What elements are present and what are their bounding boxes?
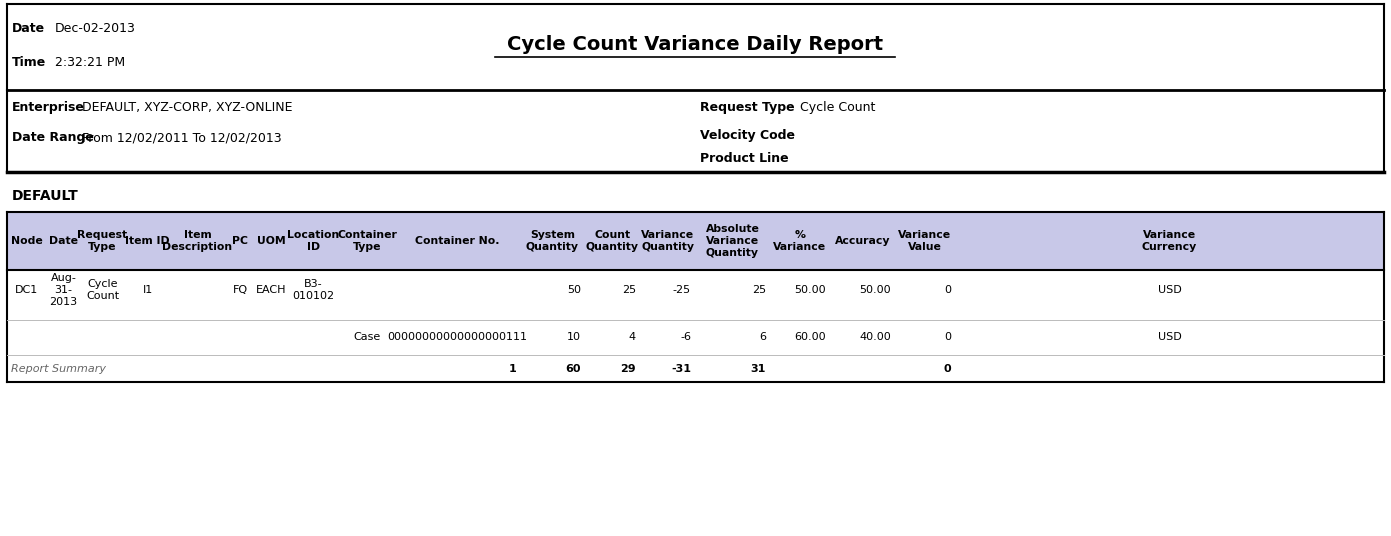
Bar [7, 270, 1384, 320]
Text: Variance
Currency: Variance Currency [1142, 230, 1198, 252]
Text: 60: 60 [566, 363, 581, 374]
Text: 50.00: 50.00 [794, 285, 826, 295]
Text: USD: USD [1157, 332, 1181, 343]
Text: Accuracy: Accuracy [835, 236, 890, 246]
Text: Count
Quantity: Count Quantity [586, 230, 638, 252]
Text: Velocity Code: Velocity Code [700, 129, 796, 142]
Text: Aug-
31-
2013: Aug- 31- 2013 [50, 273, 78, 308]
Text: Variance
Quantity: Variance Quantity [641, 230, 694, 252]
Text: 2:32:21 PM: 2:32:21 PM [56, 56, 125, 69]
Text: Enterprise: Enterprise [13, 101, 85, 115]
Text: Request
Type: Request Type [78, 230, 128, 252]
Text: DEFAULT, XYZ-CORP, XYZ-ONLINE: DEFAULT, XYZ-CORP, XYZ-ONLINE [82, 101, 292, 115]
Bar [7, 90, 1384, 172]
Text: DC1: DC1 [15, 285, 39, 295]
Text: From 12/02/2011 To 12/02/2013: From 12/02/2011 To 12/02/2013 [82, 131, 281, 145]
Text: 25: 25 [753, 285, 766, 295]
Text: 50: 50 [568, 285, 581, 295]
Text: I1: I1 [142, 285, 153, 295]
Text: EACH: EACH [256, 285, 287, 295]
Text: 6: 6 [759, 332, 766, 343]
Bar [7, 355, 1384, 382]
Text: Date: Date [13, 21, 45, 34]
Text: 10: 10 [568, 332, 581, 343]
Text: 0: 0 [944, 285, 951, 295]
Text: UOM: UOM [256, 236, 285, 246]
Text: Location
ID: Location ID [288, 230, 339, 252]
Text: Variance
Value: Variance Value [899, 230, 951, 252]
Text: PC: PC [232, 236, 248, 246]
Text: Cycle Count: Cycle Count [800, 101, 875, 115]
Text: 60.00: 60.00 [794, 332, 826, 343]
Text: 0: 0 [943, 363, 951, 374]
Text: Date: Date [49, 236, 78, 246]
Text: Product Line: Product Line [700, 152, 789, 165]
Text: 1: 1 [508, 363, 516, 374]
Text: Date Range: Date Range [13, 131, 93, 145]
Text: 50.00: 50.00 [860, 285, 892, 295]
Text: Container
Type: Container Type [338, 230, 398, 252]
Text: Absolute
Variance
Quantity: Absolute Variance Quantity [705, 224, 759, 258]
Text: Report Summary: Report Summary [11, 363, 106, 374]
Text: Request Type: Request Type [700, 101, 794, 115]
Text: 40.00: 40.00 [860, 332, 892, 343]
Text: Case: Case [353, 332, 381, 343]
Text: DEFAULT: DEFAULT [13, 189, 79, 203]
Text: Cycle
Count: Cycle Count [86, 279, 120, 301]
Bar [7, 320, 1384, 355]
Text: Item ID: Item ID [125, 236, 170, 246]
Text: 25: 25 [622, 285, 636, 295]
Bar [7, 212, 1384, 270]
Text: Node: Node [11, 236, 43, 246]
Text: -31: -31 [670, 363, 691, 374]
Text: -25: -25 [673, 285, 691, 295]
Text: 00000000000000000111: 00000000000000000111 [388, 332, 527, 343]
Bar [7, 4, 1384, 90]
Text: USD: USD [1157, 285, 1181, 295]
Text: 31: 31 [751, 363, 766, 374]
Text: System
Quantity: System Quantity [526, 230, 579, 252]
Text: 0: 0 [944, 332, 951, 343]
Text: 4: 4 [629, 332, 636, 343]
Text: B3-
010102: B3- 010102 [292, 279, 335, 301]
Text: Dec-02-2013: Dec-02-2013 [56, 21, 136, 34]
Text: 29: 29 [620, 363, 636, 374]
Text: Time: Time [13, 56, 46, 69]
Text: FQ: FQ [232, 285, 248, 295]
Text: %
Variance: % Variance [773, 230, 826, 252]
Text: Container No.: Container No. [416, 236, 499, 246]
Text: -6: -6 [680, 332, 691, 343]
Text: Item
Description: Item Description [163, 230, 232, 252]
Text: Cycle Count Variance Daily Report: Cycle Count Variance Daily Report [506, 35, 883, 55]
